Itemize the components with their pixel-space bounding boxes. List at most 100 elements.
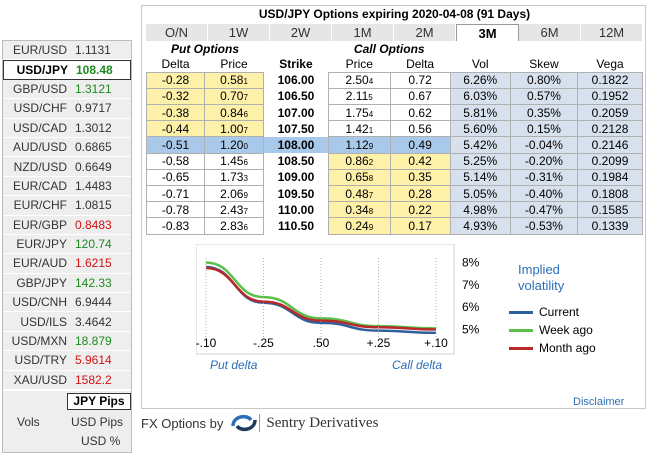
table-row: -0.58 1.456 108.50 0.862 0.42 5.25% -0.20% 0.20… [145, 152, 643, 170]
legend-label: Current [539, 305, 580, 319]
table-row: -0.83 2.836 110.50 0.249 0.17 4.93% -0.53% 0.13… [145, 217, 643, 235]
vol-cell: 5.42% [449, 136, 511, 154]
pair-row-usd-try[interactable]: USD/TRY 5.9614 [3, 351, 131, 371]
strike-cell: 106.50 [264, 88, 329, 104]
tab-1w[interactable]: 1W [208, 24, 270, 41]
footer-divider [259, 414, 261, 432]
pair-row-eur-gbp[interactable]: EUR/GBP 0.8483 [3, 215, 131, 235]
put-delta-cell-value: -0.28 [161, 73, 190, 88]
put-price-cell: 1.733 [204, 168, 265, 187]
legend-item: Month ago [509, 341, 596, 355]
call-price-cell-pip-digit: 7 [368, 190, 374, 200]
table-row: -0.78 2.437 110.00 0.348 0.22 4.98% -0.47% 0.15… [145, 201, 643, 219]
y-tick-label: 7% [462, 278, 480, 292]
strike-cell: 107.00 [264, 105, 329, 121]
pair-row-usd-jpy[interactable]: USD/JPY 108.48 [3, 60, 131, 80]
pair-row-eur-usd[interactable]: EUR/USD 1.1131 [3, 41, 131, 61]
pair-row-usd-cad[interactable]: USD/CAD 1.3012 [3, 118, 131, 138]
call-delta-cell: 0.72 [389, 71, 451, 89]
call-delta-cell-value: 0.17 [408, 218, 432, 233]
pair-name: EUR/JPY [16, 237, 67, 252]
pair-name: USD/CAD [12, 120, 67, 135]
pair-row-usd-ils[interactable]: USD/ILS 3.4642 [3, 312, 131, 332]
call-price-cell: 1.754 [327, 104, 391, 122]
usd-percent-option[interactable]: USD % [81, 434, 121, 449]
put-price-cell-value: 2.43 [220, 202, 244, 217]
column-header: Price [220, 56, 248, 71]
pair-name: USD/MXN [11, 334, 67, 349]
put-price-cell: 2.437 [204, 201, 265, 219]
vol-cell-value: 5.81% [463, 105, 498, 120]
pair-row-usd-mxn[interactable]: USD/MXN 18.879 [3, 331, 131, 352]
call-price-cell-pip-digit: 5 [368, 93, 373, 103]
skew-cell-value: -0.47% [524, 202, 563, 217]
call-price-cell-pip-digit: 2 [368, 158, 374, 168]
pair-row-gbp-usd[interactable]: GBP/USD 1.3121 [3, 79, 131, 100]
put-price-cell-pip-digit: 6 [243, 158, 248, 168]
skew-cell-value: -0.20% [524, 154, 563, 169]
call-price-cell-pip-digit: 9 [368, 222, 374, 232]
table-row: -0.38 0.846 107.00 1.754 0.62 5.81% 0.35% 0.205… [145, 104, 643, 122]
tab-12m[interactable]: 12M [581, 24, 643, 41]
usd-pips-option[interactable]: USD Pips [71, 415, 124, 430]
pair-row-usd-chf[interactable]: USD/CHF 0.9717 [3, 99, 131, 119]
expiry-tabs: O/N 1W 2W 1M 2M 3M 6M 12M [146, 24, 643, 41]
pair-name: XAU/USD [13, 372, 67, 387]
call-delta-cell: 0.62 [389, 104, 451, 122]
put-price-cell: 1.007 [204, 120, 265, 138]
y-tick-label: 5% [462, 323, 480, 337]
pair-row-eur-jpy[interactable]: EUR/JPY 120.74 [3, 234, 131, 255]
pair-rate: 0.6649 [75, 159, 112, 174]
put-price-cell: 0.581 [204, 71, 265, 89]
vega-cell: 0.1822 [577, 71, 643, 89]
x-tick-label: -.25 [253, 336, 274, 350]
vega-cell: 0.2059 [577, 104, 643, 122]
tab-2w[interactable]: 2W [270, 24, 332, 41]
put-price-cell-pip-digit: 6 [243, 222, 248, 232]
call-price-cell: 2.504 [327, 71, 391, 89]
call-delta-cell-value: 0.49 [408, 138, 432, 153]
pair-row-nzd-usd[interactable]: NZD/USD 0.6649 [3, 157, 131, 177]
pair-row-usd-cnh[interactable]: USD/CNH 6.9444 [3, 293, 131, 313]
pair-rate: 1.6215 [75, 256, 112, 271]
pair-name: USD/CNH [12, 295, 67, 310]
put-delta-cell-value: -0.83 [161, 218, 190, 233]
tab-6m[interactable]: 6M [519, 24, 581, 41]
pair-row-xau-usd[interactable]: XAU/USD 1582.2 [3, 370, 131, 391]
pair-name: USD/CHF [13, 101, 67, 116]
column-header: Delta [406, 56, 435, 71]
call-price-cell-value: 1.42 [345, 121, 369, 136]
disclaimer-link[interactable]: Disclaimer [573, 396, 625, 408]
vol-cell-value: 4.93% [463, 218, 498, 233]
call-price-cell: 1.129 [327, 136, 391, 154]
put-price-cell-value: 0.84 [220, 105, 244, 120]
pair-row-eur-cad[interactable]: EUR/CAD 1.4483 [3, 176, 131, 197]
column-header: Strike [279, 57, 313, 72]
column-header: Price [345, 56, 373, 71]
call-price-cell-pip-digit: 4 [368, 109, 374, 119]
tab-1m[interactable]: 1M [332, 24, 394, 41]
pair-rate: 3.4642 [75, 314, 112, 329]
pair-list: EUR/USD 1.1131 USD/JPY 108.48 GBP/USD 1.3121 U… [3, 41, 131, 391]
tab-3m[interactable]: 3M [456, 24, 519, 41]
pair-row-aud-usd[interactable]: AUD/USD 0.6865 [3, 137, 131, 158]
pair-name: USD/ILS [20, 314, 67, 329]
pair-row-eur-chf[interactable]: EUR/CHF 1.0815 [3, 196, 131, 216]
tab-2m[interactable]: 2M [394, 24, 456, 41]
put-delta-cell: -0.51 [145, 136, 206, 154]
tab-on[interactable]: O/N [146, 24, 208, 41]
vega-cell-value: 0.2128 [591, 121, 629, 136]
call-delta-cell: 0.17 [389, 217, 451, 235]
skew-cell: 0.15% [509, 120, 579, 138]
skew-cell: -0.53% [509, 217, 579, 235]
column-header: Vol [471, 56, 489, 71]
put-options-header: Put Options [171, 42, 240, 56]
jpy-pips-button[interactable]: JPY Pips [67, 393, 131, 411]
skew-cell: 0.35% [509, 104, 579, 122]
call-price-cell: 2.115 [327, 87, 391, 106]
footer-by: FX Options by [141, 415, 224, 431]
vol-cell-value: 5.25% [463, 154, 498, 169]
pair-row-gbp-jpy[interactable]: GBP/JPY 142.33 [3, 273, 131, 294]
pair-row-eur-aud[interactable]: EUR/AUD 1.6215 [3, 254, 131, 274]
chart-frame [196, 244, 455, 355]
